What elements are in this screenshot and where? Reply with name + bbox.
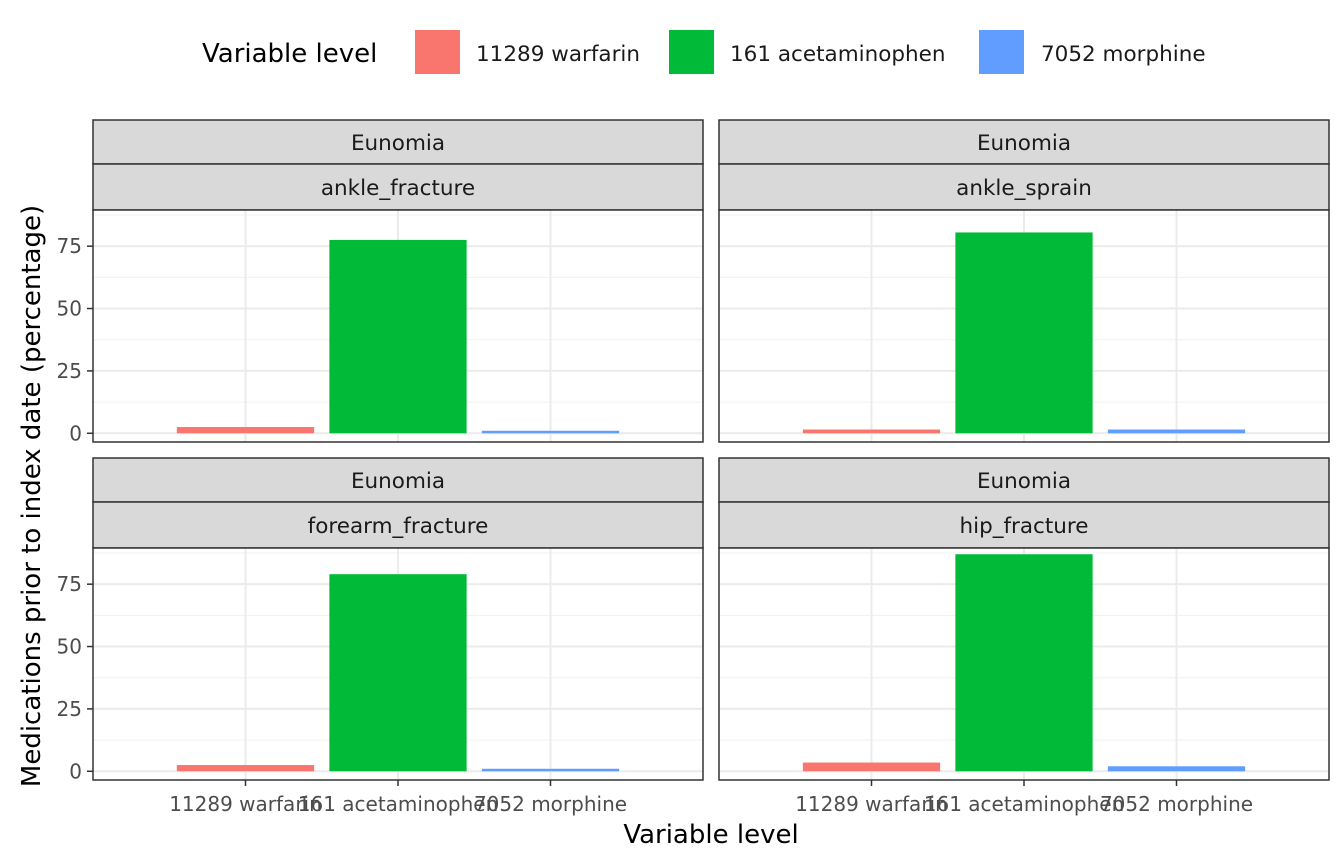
y-tick-label: 75	[57, 234, 82, 258]
strip-bottom-label: hip_fracture	[959, 514, 1088, 539]
legend-title: Variable level	[202, 39, 377, 69]
legend-key	[979, 30, 1024, 74]
bar	[329, 574, 467, 772]
bar	[802, 762, 941, 772]
strip-top-box	[718, 457, 1330, 503]
bar	[329, 239, 467, 434]
bar	[176, 765, 315, 772]
legend-key	[669, 30, 714, 74]
facet-panel: Eunomia forearm_fracture 0 25 50 75 11289 warf…	[57, 457, 704, 816]
x-tick-label: 7052 morphine	[474, 792, 627, 816]
x-axis-title: Variable level	[623, 820, 798, 850]
strip-top-box	[718, 119, 1330, 165]
x-tick-label: 161 acetaminophen	[298, 792, 499, 816]
x-tick-label: 11289 warfarin	[169, 792, 322, 816]
bar	[176, 427, 315, 434]
x-tick-label: 161 acetaminophen	[924, 792, 1125, 816]
y-tick-label: 0	[69, 421, 82, 445]
x-tick-label: 11289 warfarin	[795, 792, 948, 816]
bar	[1107, 429, 1246, 434]
bar	[481, 430, 620, 434]
legend-label: 161 acetaminophen	[730, 42, 946, 67]
y-tick-label: 50	[57, 635, 82, 659]
bar	[1107, 766, 1246, 772]
facet-panel: Eunomia ankle_fracture 0 25 50 75	[57, 119, 704, 445]
y-tick-label: 25	[57, 359, 82, 383]
strip-bottom-box	[92, 501, 704, 549]
strip-top-label: Eunomia	[977, 469, 1071, 494]
bar	[955, 554, 1093, 772]
legend-label: 7052 morphine	[1041, 42, 1206, 67]
strip-bottom-box	[92, 163, 704, 211]
panels: Eunomia ankle_fracture 0 25 50 75 Eunomia ankle…	[57, 119, 1330, 816]
strip-top-label: Eunomia	[351, 469, 445, 494]
y-tick-label: 25	[57, 697, 82, 721]
strip-top-box	[92, 119, 704, 165]
y-tick-label: 50	[57, 297, 82, 321]
y-tick-label: 0	[69, 759, 82, 783]
x-tick-label: 7052 morphine	[1100, 792, 1253, 816]
facet-panel: Eunomia ankle_sprain	[718, 119, 1330, 443]
strip-bottom-label: ankle_sprain	[956, 176, 1092, 201]
panel-border	[718, 209, 1330, 443]
legend-key	[415, 30, 460, 74]
legend-label: 11289 warfarin	[476, 42, 640, 67]
strip-top-label: Eunomia	[351, 131, 445, 156]
legend: Variable level 11289 warfarin 161 acetami…	[202, 30, 1206, 74]
bar	[481, 768, 620, 772]
y-axis-title: Medications prior to index date (percent…	[17, 205, 47, 787]
strip-bottom-label: ankle_fracture	[321, 176, 475, 201]
panel-border	[92, 209, 704, 443]
strip-bottom-box	[718, 501, 1330, 549]
bar	[802, 429, 941, 434]
strip-bottom-label: forearm_fracture	[308, 514, 489, 539]
bar	[955, 232, 1093, 434]
y-tick-label: 75	[57, 572, 82, 596]
strip-top-label: Eunomia	[977, 131, 1071, 156]
